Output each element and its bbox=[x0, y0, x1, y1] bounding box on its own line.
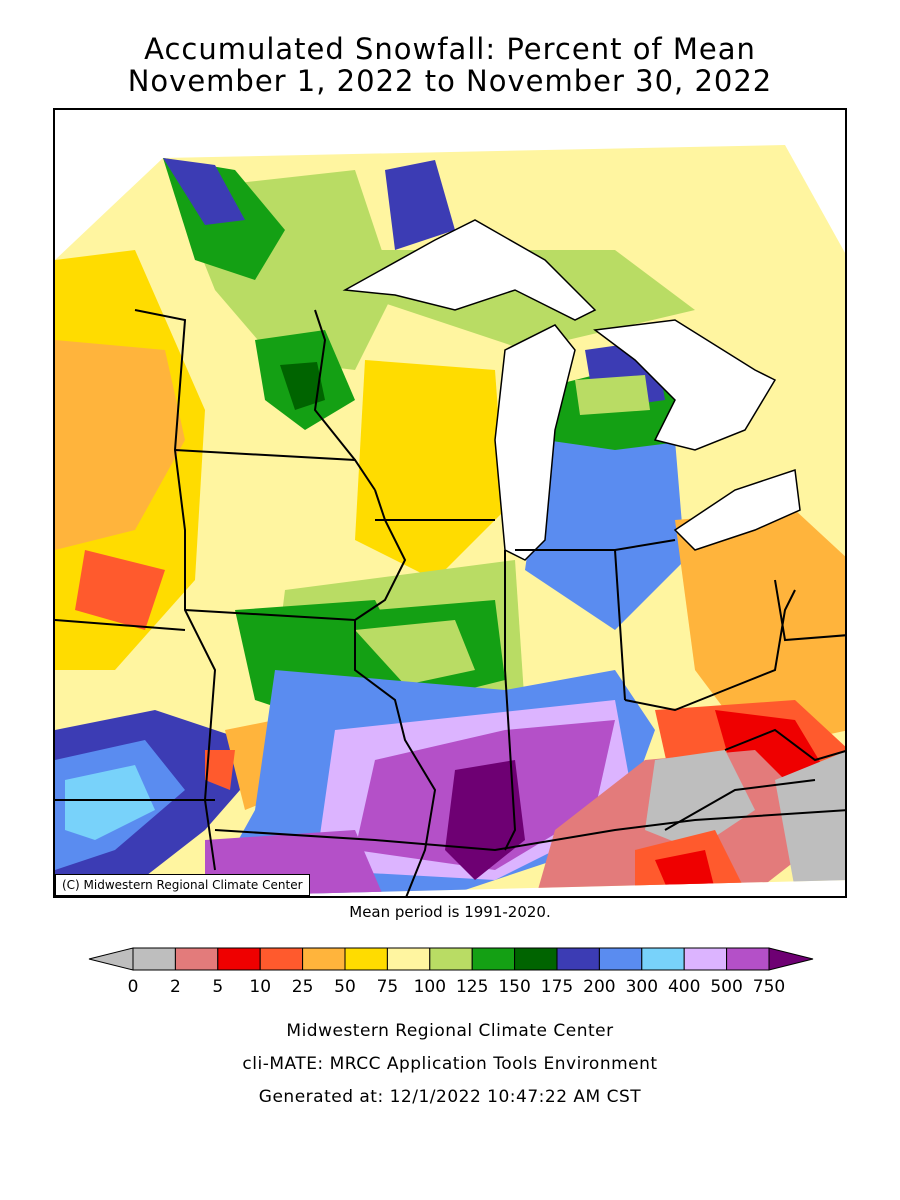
legend-label: 100 bbox=[414, 977, 446, 997]
legend-swatches bbox=[88, 947, 814, 971]
legend-label: 50 bbox=[334, 977, 356, 997]
legend-swatch bbox=[641, 947, 685, 971]
footer-application: cli-MATE: MRCC Application Tools Environ… bbox=[242, 1054, 658, 1074]
legend-swatch bbox=[514, 947, 558, 971]
legend-swatch bbox=[259, 947, 304, 971]
legend-swatch bbox=[174, 947, 219, 971]
legend-label: 750 bbox=[753, 977, 785, 997]
legend-label: 400 bbox=[668, 977, 700, 997]
legend-label: 175 bbox=[541, 977, 573, 997]
legend-swatch bbox=[683, 947, 728, 971]
legend-label: 200 bbox=[583, 977, 615, 997]
legend-swatch bbox=[556, 947, 600, 971]
legend-swatch bbox=[429, 947, 473, 971]
legend-label: 10 bbox=[249, 977, 271, 997]
legend-label: 150 bbox=[498, 977, 530, 997]
great-lakes bbox=[342, 219, 801, 561]
legend-arrow-low bbox=[88, 947, 134, 971]
legend-swatch bbox=[726, 947, 770, 971]
color-legend: 0 2 5 10 25 50 75 100 125 150 175 200 300 400 500 750 bbox=[88, 947, 814, 997]
map-title-line-2: November 1, 2022 to November 30, 2022 bbox=[127, 64, 773, 98]
legend-arrow-high bbox=[768, 947, 814, 971]
legend-swatch bbox=[302, 947, 346, 971]
legend-swatch bbox=[386, 947, 431, 971]
legend-labels: 0 2 5 10 25 50 75 100 125 150 175 200 300 400 500 750 bbox=[128, 977, 786, 997]
legend-swatch bbox=[598, 947, 643, 971]
legend-label: 0 bbox=[128, 977, 139, 997]
copyright-label: (C) Midwestern Regional Climate Center bbox=[55, 874, 310, 896]
legend-label: 75 bbox=[377, 977, 399, 997]
legend-label: 500 bbox=[710, 977, 742, 997]
legend-swatch bbox=[217, 947, 261, 971]
legend-swatch bbox=[344, 947, 388, 971]
mean-period-note: Mean period is 1991-2020. bbox=[349, 903, 551, 921]
legend-swatch bbox=[132, 947, 176, 971]
legend-swatch bbox=[471, 947, 516, 971]
map-title-line-1: Accumulated Snowfall: Percent of Mean bbox=[144, 32, 756, 66]
footer-generated-time: Generated at: 12/1/2022 10:47:22 AM CST bbox=[258, 1087, 642, 1107]
legend-label: 125 bbox=[456, 977, 488, 997]
legend-label: 25 bbox=[292, 977, 314, 997]
legend-label: 300 bbox=[626, 977, 658, 997]
map-canvas bbox=[55, 145, 845, 896]
legend-label: 2 bbox=[170, 977, 181, 997]
legend-label: 5 bbox=[212, 977, 223, 997]
footer-organization: Midwestern Regional Climate Center bbox=[286, 1021, 614, 1041]
state-boundaries bbox=[55, 309, 845, 896]
snowfall-map: (C) Midwestern Regional Climate Center bbox=[53, 108, 847, 898]
